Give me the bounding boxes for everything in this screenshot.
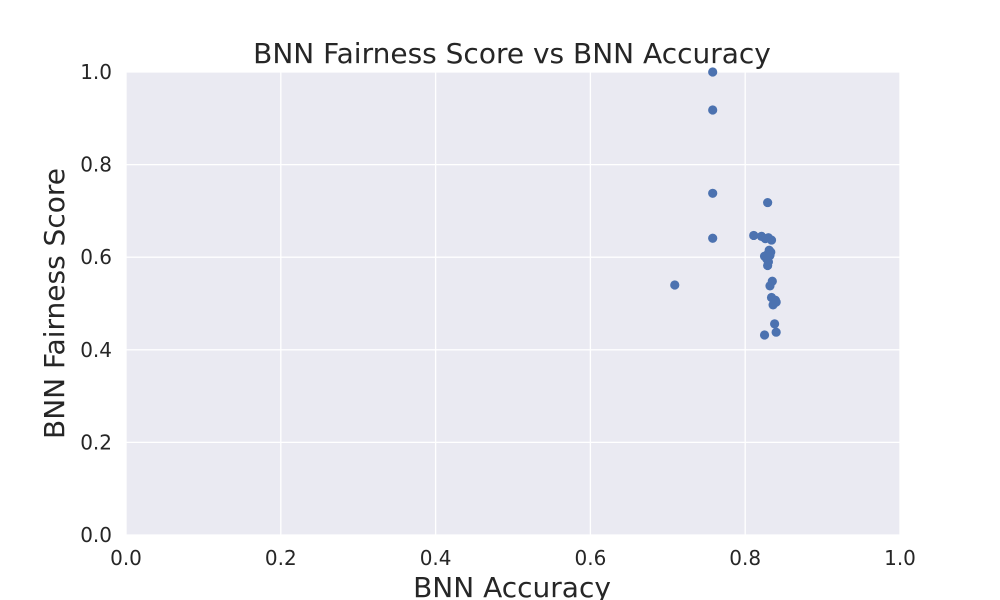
x-tick-label: 0.2 — [265, 546, 297, 570]
data-points — [670, 67, 781, 340]
data-point — [708, 67, 718, 77]
x-tick-label: 1.0 — [884, 546, 916, 570]
x-axis-label: BNN Accuracy — [413, 571, 611, 600]
chart-title: BNN Fairness Score vs BNN Accuracy — [253, 37, 771, 70]
tick-labels: 0.0 0.2 0.4 0.6 0.8 1.0 0.0 0.2 0.4 0.6 0.8 1.0 — [80, 60, 916, 570]
data-point — [670, 280, 680, 290]
data-point — [759, 330, 770, 340]
data-point — [708, 188, 718, 198]
data-point — [768, 300, 778, 310]
data-point — [708, 233, 718, 243]
y-tick-label: 1.0 — [80, 60, 112, 84]
data-point — [708, 105, 718, 115]
y-axis-label: BNN Fairness Score — [38, 168, 71, 439]
y-tick-label: 0.2 — [80, 430, 112, 454]
data-point — [770, 319, 780, 329]
x-tick-label: 0.8 — [729, 546, 761, 570]
data-point — [765, 281, 775, 291]
x-tick-label: 0.6 — [574, 546, 606, 570]
x-tick-label: 0.0 — [110, 546, 142, 570]
plot-area — [126, 72, 900, 535]
data-point — [749, 230, 759, 241]
y-tick-label: 0.4 — [80, 338, 112, 362]
y-tick-label: 0.0 — [80, 523, 112, 547]
data-point — [763, 260, 773, 271]
x-tick-label: 0.4 — [420, 546, 452, 570]
data-point — [766, 235, 777, 245]
y-tick-label: 0.8 — [80, 153, 112, 177]
y-tick-label: 0.6 — [80, 245, 112, 269]
data-point — [763, 197, 773, 208]
data-point — [771, 327, 781, 337]
